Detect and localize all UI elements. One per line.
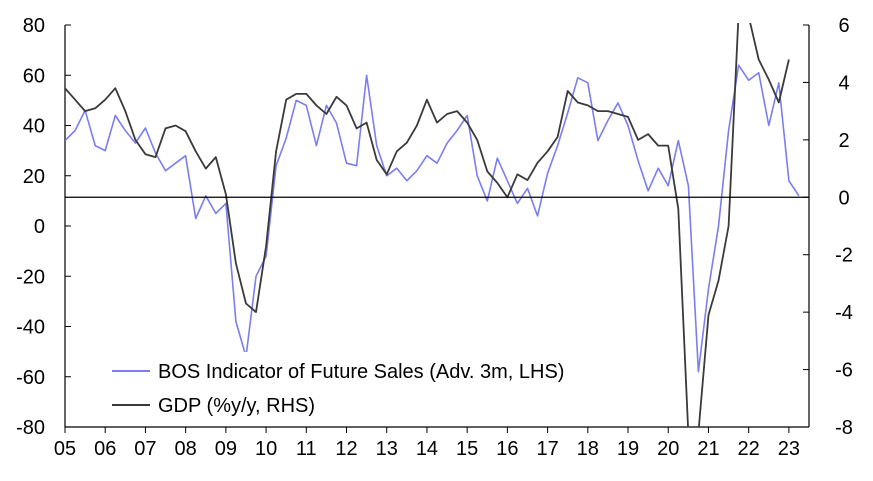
left-axis-ticks: 80 60 40 20 0 -20 -40 -60 -80 xyxy=(16,15,71,439)
right-tick-label: 2 xyxy=(838,130,849,152)
x-tick-label: 14 xyxy=(416,438,438,460)
x-tick-label: 18 xyxy=(577,438,599,460)
left-tick-label: -60 xyxy=(16,367,45,389)
x-tick-label: 20 xyxy=(657,438,679,460)
x-tick-label: 09 xyxy=(215,438,237,460)
x-tick-label: 15 xyxy=(456,438,478,460)
left-tick-label: -80 xyxy=(16,417,45,439)
right-tick-label: 0 xyxy=(838,187,849,209)
right-axis-ticks: 6 4 2 0 -2 -4 -6 -8 xyxy=(803,15,853,439)
x-tick-label: 19 xyxy=(617,438,639,460)
right-tick-label: -4 xyxy=(835,302,853,324)
right-tick-label: 6 xyxy=(838,15,849,37)
legend-label-gdp: GDP (%y/y, RHS) xyxy=(158,395,315,417)
right-tick-label: -6 xyxy=(835,360,853,382)
left-tick-label: 20 xyxy=(23,166,45,188)
legend: BOS Indicator of Future Sales (Adv. 3m, … xyxy=(104,352,670,420)
x-tick-label: 16 xyxy=(496,438,518,460)
x-tick-label: 06 xyxy=(94,438,116,460)
x-tick-label: 08 xyxy=(175,438,197,460)
x-tick-label: 12 xyxy=(335,438,357,460)
x-tick-label: 21 xyxy=(697,438,719,460)
left-tick-label: -20 xyxy=(16,266,45,288)
legend-label-bos: BOS Indicator of Future Sales (Adv. 3m, … xyxy=(158,361,564,383)
left-tick-label: -40 xyxy=(16,317,45,339)
x-tick-label: 05 xyxy=(54,438,76,460)
series-line-bos xyxy=(65,64,800,373)
x-tick-label: 07 xyxy=(134,438,156,460)
x-tick-label: 23 xyxy=(778,438,800,460)
x-tick-label: 10 xyxy=(255,438,277,460)
right-tick-label: 4 xyxy=(838,72,849,94)
left-tick-label: 80 xyxy=(23,15,45,37)
series-line-gdp xyxy=(65,23,790,427)
x-tick-label: 17 xyxy=(536,438,558,460)
series-lines xyxy=(65,23,800,427)
x-tick-label: 13 xyxy=(376,438,398,460)
left-tick-label: 0 xyxy=(34,216,45,238)
right-tick-label: -8 xyxy=(835,417,853,439)
x-axis-ticks: 05 06 07 08 09 10 11 12 13 14 15 16 17 18 19 20 21 22 23 xyxy=(54,427,800,460)
x-tick-label: 22 xyxy=(738,438,760,460)
x-tick-label: 11 xyxy=(296,438,317,460)
left-tick-label: 40 xyxy=(23,116,45,138)
left-tick-label: 60 xyxy=(23,65,45,87)
legend-background xyxy=(104,352,670,420)
right-tick-label: -2 xyxy=(835,245,853,267)
